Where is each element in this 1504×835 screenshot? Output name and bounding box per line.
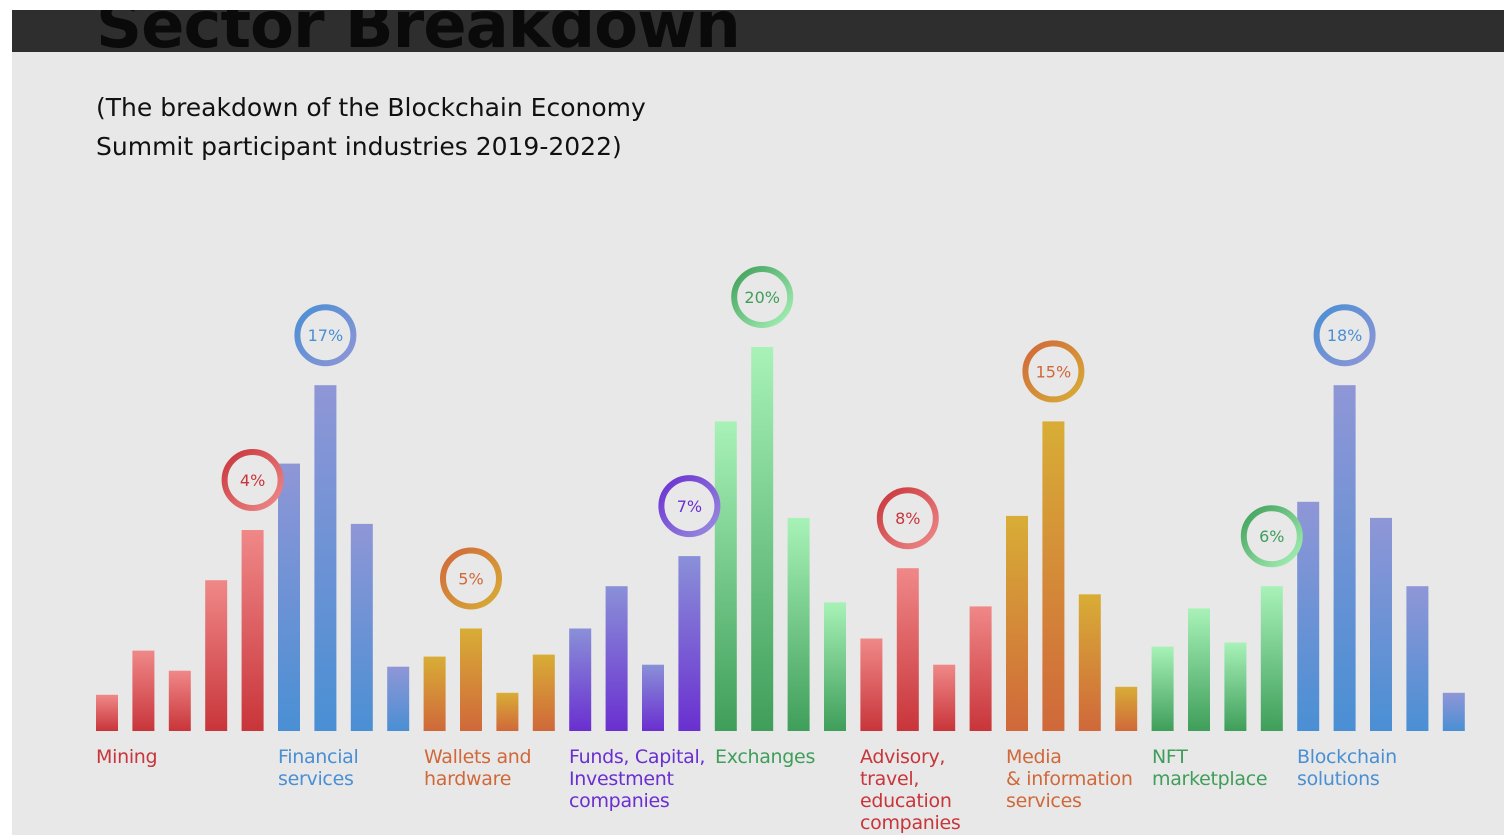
bar (532, 654, 555, 731)
percent-label: 7% (677, 497, 702, 516)
category-label: Blockchain solutions (1297, 746, 1397, 790)
bar (569, 628, 592, 731)
bar (168, 670, 191, 731)
bar (751, 347, 774, 731)
percent-label: 15% (1036, 362, 1072, 381)
bar (314, 385, 337, 731)
bar (1006, 515, 1028, 731)
category-label: Exchanges (715, 746, 816, 768)
page-subtitle: (The breakdown of the Blockchain Economy… (96, 93, 646, 161)
percent-label: 6% (1259, 527, 1284, 546)
bar (132, 650, 155, 731)
bar (1333, 385, 1356, 731)
percent-ring (1313, 304, 1376, 367)
bar (1151, 646, 1174, 731)
bar (496, 692, 519, 731)
bar (969, 606, 992, 731)
bar (387, 666, 410, 731)
category-label: Advisory, travel, education companies (860, 746, 961, 834)
bar (605, 586, 628, 731)
bar (1115, 686, 1138, 731)
bar (1078, 594, 1101, 731)
percent-label: 8% (895, 509, 920, 528)
bar (241, 530, 264, 731)
percent-label: 4% (240, 471, 265, 490)
percent-ring (876, 487, 939, 550)
bar (1297, 501, 1320, 731)
bar (1370, 517, 1392, 731)
percent-label: 18% (1327, 326, 1363, 345)
bar (933, 664, 956, 731)
percent-ring (1240, 505, 1303, 568)
bar (714, 421, 737, 731)
bar (860, 638, 883, 731)
category-labels: Mining Financial services Wallets and hard… (12, 10, 1504, 835)
bar (1406, 586, 1429, 731)
percent-ring (1022, 340, 1085, 403)
category-label: Financial services (278, 746, 359, 790)
bar (787, 517, 810, 731)
percent-label: 20% (744, 288, 780, 307)
bar (1188, 608, 1210, 731)
top-bar (12, 10, 1504, 52)
bar (205, 580, 228, 731)
bar (824, 602, 846, 731)
percent-label: 17% (308, 326, 344, 345)
category-label: Mining (96, 746, 158, 768)
bar-chart: 4% 17% 5% 7% 20% 8% 15% 6% 18% (96, 266, 1465, 731)
percent-ring (294, 304, 357, 367)
percent-ring (658, 475, 721, 538)
bar (678, 556, 701, 731)
bar (278, 463, 300, 731)
bar (350, 523, 373, 731)
bar (1442, 692, 1465, 731)
percent-label: 5% (458, 570, 483, 589)
bar (896, 568, 919, 731)
bar (1260, 586, 1283, 731)
bar (423, 656, 446, 731)
bar (96, 694, 118, 731)
percent-ring (221, 449, 284, 511)
bar (642, 664, 664, 731)
bar (1042, 421, 1065, 731)
bar (1224, 642, 1247, 731)
percent-ring (731, 266, 794, 328)
category-label: Funds, Capital, Investment companies (569, 746, 706, 812)
slide: Sector Breakdown (The breakdown of the B… (12, 10, 1504, 835)
bar (460, 628, 482, 731)
category-label: NFT marketplace (1152, 746, 1268, 790)
percent-ring (440, 547, 502, 610)
category-label: Wallets and hardware (424, 746, 532, 790)
page-title: Sector Breakdown (96, 10, 741, 63)
category-label: Media & information services (1006, 746, 1133, 812)
